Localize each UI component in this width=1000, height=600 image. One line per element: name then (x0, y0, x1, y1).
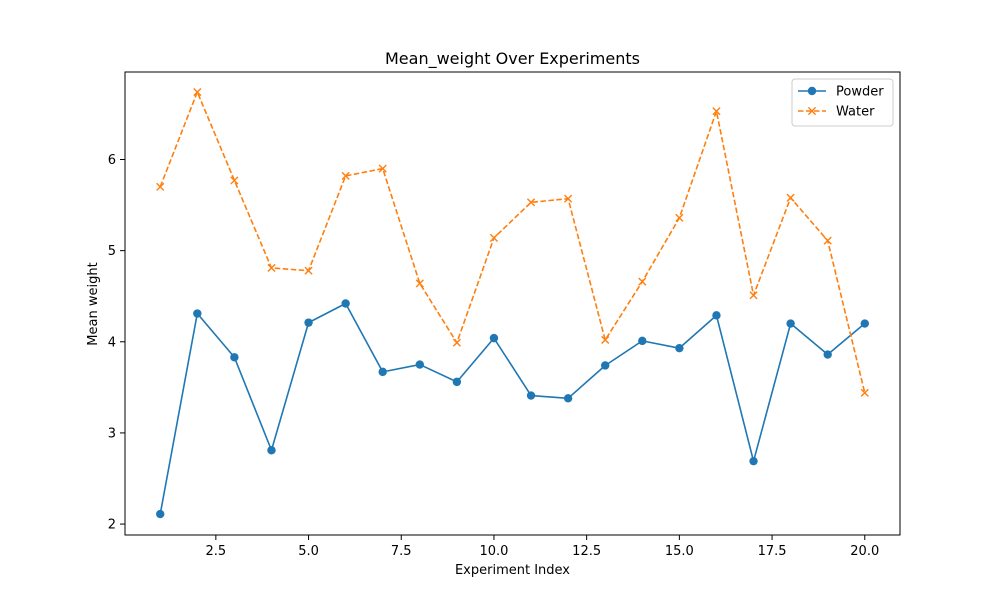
data-point-powder (860, 319, 869, 328)
data-point-water (415, 279, 424, 288)
data-point-water (638, 277, 647, 286)
data-point-powder (230, 353, 239, 362)
y-tick-label: 5 (108, 244, 116, 259)
data-point-powder (823, 350, 832, 359)
data-point-water (601, 335, 610, 345)
data-point-water (526, 198, 536, 207)
data-point-powder (156, 509, 165, 519)
legend-label-powder: Powder (836, 85, 884, 100)
data-point-water (304, 266, 313, 275)
data-point-water (823, 236, 832, 245)
data-point-powder (601, 361, 610, 370)
data-point-powder (526, 391, 536, 400)
data-point-powder (378, 367, 387, 377)
plot-frame (124, 71, 901, 536)
chart-title: Mean_weight Over Experiments (385, 49, 640, 69)
axes: 2.5 5.0 7.5 10.0 12.5 15.0 17.5 20.0 2 3 4 5 6 (108, 71, 901, 559)
y-tick-label: 2 (108, 518, 116, 533)
series-line-water (159, 91, 866, 394)
x-tick-label: 7.5 (391, 544, 412, 559)
data-point-water (452, 338, 461, 347)
y-axis-title: Mean weight (86, 262, 101, 345)
data-point-water (156, 182, 165, 191)
y-tick-label: 4 (108, 335, 116, 350)
data-point-water (749, 291, 758, 300)
data-point-powder (193, 309, 202, 318)
x-tick-label: 12.5 (572, 544, 601, 559)
data-point-powder (638, 336, 647, 346)
data-point-water (786, 193, 795, 202)
y-tick-label: 3 (108, 426, 116, 441)
legend-marker-powder (807, 86, 817, 96)
x-tick-label: 10.0 (479, 544, 508, 559)
legend-marker-water (807, 106, 817, 116)
data-point-water (193, 87, 202, 97)
data-point-powder (415, 360, 424, 369)
data-point-powder (749, 456, 758, 466)
x-tick-label: 5.0 (298, 544, 319, 559)
legend-label-water: Water (836, 105, 875, 120)
series-line-powder (159, 302, 866, 515)
plot-area (156, 87, 869, 519)
data-point-powder (341, 299, 350, 308)
data-point-water (675, 213, 684, 222)
data-point-water (712, 107, 721, 116)
data-point-water (489, 233, 499, 242)
data-point-water (378, 164, 387, 173)
x-tick-label: 15.0 (665, 544, 694, 559)
x-tick-label: 2.5 (206, 544, 227, 559)
data-point-powder (489, 333, 499, 343)
x-axis-title: Experiment Index (455, 563, 570, 578)
data-point-water (230, 176, 239, 185)
data-point-water (860, 388, 869, 397)
data-point-powder (786, 319, 795, 328)
data-point-water (341, 171, 350, 180)
data-point-water (564, 194, 573, 203)
data-point-powder (304, 318, 313, 327)
data-point-powder (675, 343, 684, 353)
data-point-powder (563, 394, 573, 403)
data-point-powder (267, 446, 276, 455)
data-point-powder (712, 311, 721, 320)
legend: Powder Water (791, 78, 894, 127)
y-tick-label: 6 (108, 153, 116, 168)
x-tick-label: 20.0 (850, 544, 879, 559)
data-point-powder (452, 377, 462, 387)
x-tick-label: 17.5 (758, 544, 787, 559)
data-point-water (267, 263, 276, 273)
